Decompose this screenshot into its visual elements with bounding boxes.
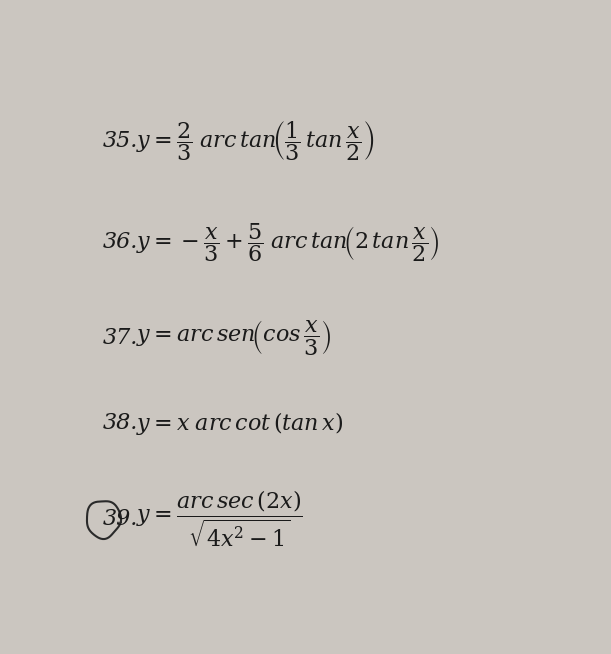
Text: $y = \dfrac{2}{3}\;\mathit{arc\,tan}\!\left(\dfrac{1}{3}\,\mathit{tan}\,\dfrac{x: $y = \dfrac{2}{3}\;\mathit{arc\,tan}\!\l… [136, 120, 374, 164]
Text: $y = \dfrac{\mathit{arc\,sec}\,(2x)}{\sqrt{4x^2-1}}$: $y = \dfrac{\mathit{arc\,sec}\,(2x)}{\sq… [136, 489, 302, 549]
Text: $y = -\dfrac{x}{3} + \dfrac{5}{6}\;\mathit{arc\,tan}\!\left(2\,\mathit{tan}\,\df: $y = -\dfrac{x}{3} + \dfrac{5}{6}\;\math… [136, 220, 439, 264]
Text: 39.: 39. [103, 508, 138, 530]
Text: $y = \mathit{arc\,sen}\!\left(\mathit{cos}\,\dfrac{x}{3}\right)$: $y = \mathit{arc\,sen}\!\left(\mathit{co… [136, 318, 331, 357]
Text: 36.: 36. [103, 231, 138, 253]
Text: 37.: 37. [103, 327, 138, 349]
Text: $y = x\;\mathit{arc\,cot}\,(\mathit{tan}\,x)$: $y = x\;\mathit{arc\,cot}\,(\mathit{tan}… [136, 410, 343, 437]
Text: 35.: 35. [103, 130, 138, 152]
Text: 38.: 38. [103, 413, 138, 434]
